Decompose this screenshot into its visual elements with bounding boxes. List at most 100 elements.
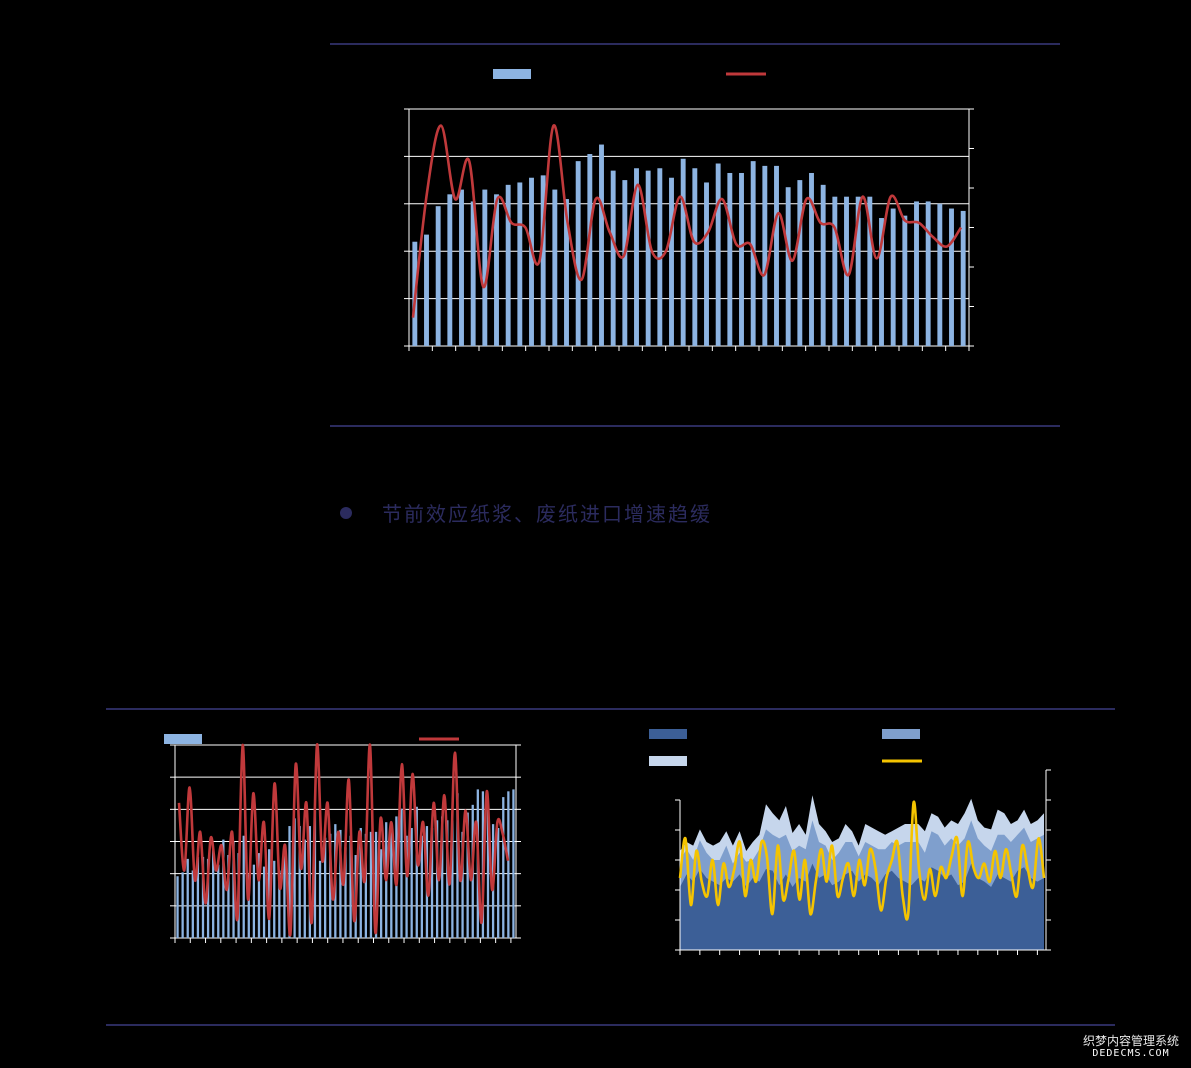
bar [564, 199, 569, 346]
bar [278, 870, 281, 938]
section-bullet: 节前效应纸浆、废纸进口增速趋缓 [340, 498, 712, 527]
bar [186, 858, 189, 938]
bar [405, 835, 408, 938]
bar [879, 218, 884, 346]
bar [739, 172, 744, 346]
bar [191, 870, 194, 938]
bar [334, 824, 337, 938]
bar [902, 215, 908, 346]
bar [206, 858, 210, 938]
bar [257, 853, 261, 938]
bar [395, 816, 398, 938]
bar [937, 203, 943, 346]
bar [497, 827, 500, 938]
bar [446, 820, 449, 938]
bar [482, 189, 488, 346]
bar [283, 847, 286, 938]
bottom-section-rule-upper [106, 708, 1115, 710]
bar [890, 208, 896, 346]
bar [268, 849, 271, 938]
bar [390, 831, 393, 938]
bar [645, 170, 651, 346]
bar [486, 806, 490, 938]
bar [420, 835, 423, 938]
legend-swatch-area-light [649, 756, 687, 766]
bar [622, 180, 628, 346]
bar [820, 184, 826, 346]
bar [517, 182, 523, 346]
bar [247, 874, 250, 938]
line-series [411, 124, 963, 318]
bar [461, 831, 464, 938]
bar [832, 196, 838, 346]
bar [680, 158, 686, 346]
bar [176, 876, 179, 938]
bar [181, 872, 184, 938]
section-heading: 节前效应纸浆、废纸进口增速趋缓 [382, 502, 712, 526]
bar [435, 820, 439, 938]
bar [329, 833, 332, 938]
bar [425, 826, 429, 938]
bar [441, 816, 444, 938]
bar [949, 208, 954, 346]
bar [540, 175, 546, 346]
bar [212, 849, 215, 938]
bar [704, 182, 709, 346]
top-chart [404, 69, 974, 351]
bar [349, 835, 352, 938]
bar [459, 189, 464, 346]
bar [512, 789, 515, 938]
bar [470, 201, 476, 346]
bar [481, 791, 485, 938]
watermark-en-text: DEDECMS.COM [1092, 1048, 1170, 1059]
bar [669, 177, 674, 346]
bullet-dot-icon [340, 506, 352, 519]
bottom-section-rule-lower [106, 1024, 1115, 1026]
bar [318, 860, 322, 938]
bar [797, 180, 803, 346]
bar [529, 177, 534, 346]
bar [715, 163, 721, 346]
area-series-1 [680, 863, 1044, 950]
bar [217, 864, 220, 938]
bar [262, 866, 266, 938]
bar [575, 161, 581, 346]
legend-swatch-area-dark [649, 729, 687, 739]
bar [293, 818, 296, 938]
bar [196, 856, 200, 938]
bar [587, 154, 593, 346]
bar [494, 194, 499, 346]
line-series [678, 800, 1046, 921]
watermark: 织梦内容管理系统 DEDECMS.COM [1081, 1034, 1181, 1060]
bar [507, 791, 510, 938]
bar [435, 206, 441, 346]
bar [466, 812, 469, 938]
line-series [177, 743, 510, 937]
bar [222, 839, 225, 938]
bar [364, 833, 368, 938]
bar [379, 849, 383, 938]
bar [451, 820, 454, 938]
bar [313, 810, 317, 938]
bar [201, 856, 205, 938]
bar [785, 187, 791, 346]
bar [447, 194, 453, 346]
bar [692, 168, 698, 346]
bar [237, 853, 240, 938]
bar [252, 864, 256, 938]
bar [867, 196, 873, 346]
bar [354, 855, 357, 938]
bar [491, 824, 495, 938]
area-series-3 [680, 795, 1044, 950]
bar [323, 837, 327, 938]
bar [552, 189, 558, 346]
bar [599, 144, 604, 346]
bar [298, 826, 301, 938]
bar [374, 831, 378, 938]
bar [855, 196, 861, 346]
bar [505, 184, 511, 346]
bar [476, 789, 479, 938]
bar [774, 165, 779, 346]
top-section-rule-upper [330, 43, 1060, 45]
bar [400, 808, 403, 938]
